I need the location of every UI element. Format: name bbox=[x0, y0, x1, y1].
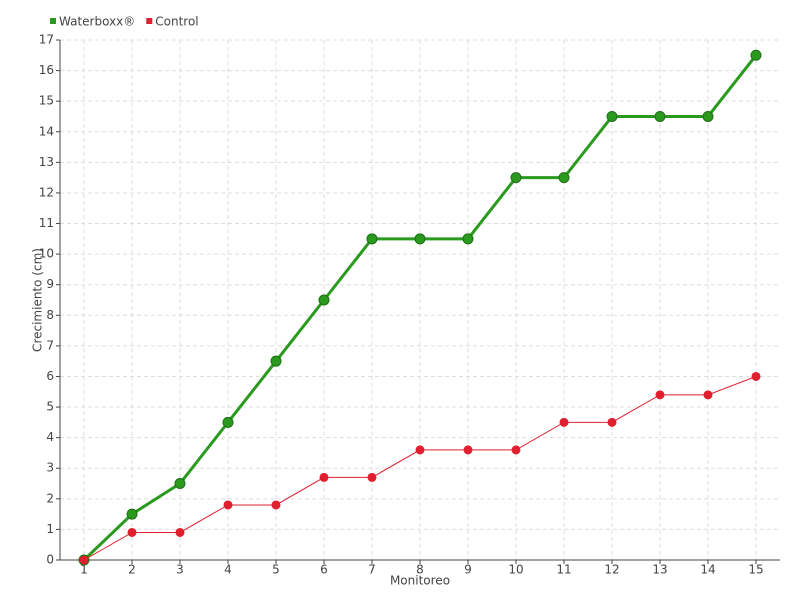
data-point bbox=[510, 172, 522, 184]
data-point bbox=[271, 500, 281, 510]
y-tick-label: 4 bbox=[46, 430, 54, 444]
data-point bbox=[750, 49, 762, 61]
y-tick-label: 2 bbox=[46, 491, 54, 505]
data-point bbox=[607, 417, 617, 427]
data-point bbox=[222, 416, 234, 428]
x-tick-label: 6 bbox=[320, 563, 328, 577]
y-tick-label: 0 bbox=[46, 553, 54, 567]
y-tick-label: 15 bbox=[39, 94, 54, 108]
x-tick-label: 13 bbox=[652, 563, 667, 577]
data-point bbox=[702, 110, 714, 122]
data-point bbox=[414, 233, 426, 245]
x-tick-label: 10 bbox=[508, 563, 523, 577]
y-tick-label: 10 bbox=[39, 247, 54, 261]
x-tick-label: 7 bbox=[368, 563, 376, 577]
data-point bbox=[270, 355, 282, 367]
data-point bbox=[606, 110, 618, 122]
y-tick-label: 16 bbox=[39, 63, 54, 77]
x-tick-label: 3 bbox=[176, 563, 184, 577]
y-tick-label: 6 bbox=[46, 369, 54, 383]
x-tick-label: 15 bbox=[748, 563, 763, 577]
data-point bbox=[318, 294, 330, 306]
x-tick-label: 5 bbox=[272, 563, 280, 577]
data-point bbox=[655, 390, 665, 400]
legend-swatch bbox=[50, 18, 56, 24]
data-point bbox=[367, 472, 377, 482]
y-tick-label: 14 bbox=[39, 124, 54, 138]
y-tick-label: 3 bbox=[46, 461, 54, 475]
x-axis-label: Monitoreo bbox=[390, 574, 450, 588]
data-point bbox=[79, 555, 89, 565]
data-point bbox=[223, 500, 233, 510]
x-tick-label: 11 bbox=[556, 563, 571, 577]
data-point bbox=[415, 445, 425, 455]
data-point bbox=[127, 527, 137, 537]
data-point bbox=[175, 527, 185, 537]
y-tick-label: 13 bbox=[39, 155, 54, 169]
y-tick-label: 9 bbox=[46, 277, 54, 291]
data-point bbox=[558, 172, 570, 184]
y-tick-label: 8 bbox=[46, 308, 54, 322]
y-tick-label: 1 bbox=[46, 522, 54, 536]
x-tick-label: 1 bbox=[80, 563, 88, 577]
data-point bbox=[319, 472, 329, 482]
data-point bbox=[559, 417, 569, 427]
data-point bbox=[462, 233, 474, 245]
y-axis-label: Crecimiento (cm) bbox=[31, 248, 45, 352]
y-tick-label: 11 bbox=[39, 216, 54, 230]
data-point bbox=[511, 445, 521, 455]
data-point bbox=[366, 233, 378, 245]
y-tick-label: 7 bbox=[46, 338, 54, 352]
legend-label: Control bbox=[155, 15, 198, 29]
data-point bbox=[126, 508, 138, 520]
y-tick-label: 17 bbox=[39, 33, 54, 47]
x-tick-label: 2 bbox=[128, 563, 136, 577]
y-tick-label: 5 bbox=[46, 400, 54, 414]
x-tick-label: 8 bbox=[416, 563, 424, 577]
data-point bbox=[463, 445, 473, 455]
data-point bbox=[174, 478, 186, 490]
x-tick-label: 14 bbox=[700, 563, 715, 577]
x-tick-label: 9 bbox=[464, 563, 472, 577]
legend-label: Waterboxx® bbox=[59, 15, 135, 29]
data-point bbox=[703, 390, 713, 400]
data-point bbox=[654, 110, 666, 122]
y-tick-label: 12 bbox=[39, 185, 54, 199]
x-tick-label: 12 bbox=[604, 563, 619, 577]
data-point bbox=[751, 371, 761, 381]
x-tick-label: 4 bbox=[224, 563, 232, 577]
legend-swatch bbox=[146, 18, 153, 24]
